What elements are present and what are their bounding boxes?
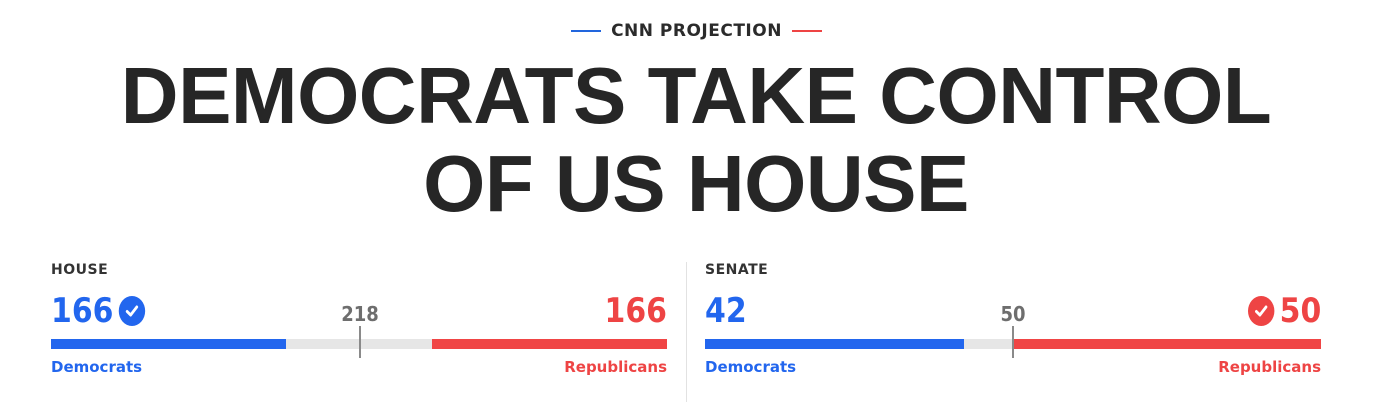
senate-dem-count-value: 42 <box>705 291 747 331</box>
house-majority-threshold: 218 <box>340 302 379 326</box>
house-majority-marker <box>358 326 361 358</box>
house-dem-bar-segment <box>51 339 287 349</box>
house-rep-count: 166 <box>605 292 667 330</box>
house-rep-party-label: Republicans <box>564 358 667 376</box>
house-rep-count-value: 166 <box>604 291 667 331</box>
senate-rep-party-label: Republicans <box>1218 358 1321 376</box>
house-rep-bar-segment <box>431 339 667 349</box>
house-dem-count-value: 166 <box>51 291 114 331</box>
house-results-panel: HOUSE 166 218 166 Democrats Republicans <box>51 262 667 382</box>
senate-dem-party-label: Democrats <box>705 358 797 376</box>
senate-rep-bar-segment <box>1013 339 1321 349</box>
projection-kicker: CNN PROJECTION <box>0 20 1393 42</box>
kicker-rule-right <box>791 30 822 32</box>
senate-majority-threshold: 50 <box>1000 302 1026 326</box>
panel-divider <box>686 262 687 402</box>
kicker-rule-left <box>571 30 602 32</box>
senate-dem-count: 42 <box>705 292 747 330</box>
house-label: HOUSE <box>51 262 109 278</box>
checkmark-icon <box>118 296 146 326</box>
senate-rep-count: 50 <box>1247 291 1321 331</box>
headline-line-2: OF US HOUSE <box>423 139 969 228</box>
senate-results-panel: SENATE 42 50 50 Democrats Republicans <box>705 262 1321 382</box>
kicker-label: CNN PROJECTION <box>611 21 782 41</box>
senate-dem-bar-segment <box>705 339 964 349</box>
house-dem-count: 166 <box>51 291 146 331</box>
headline-line-1: DEMOCRATS TAKE CONTROL <box>120 51 1272 140</box>
senate-rep-count-value: 50 <box>1279 291 1321 331</box>
senate-majority-marker <box>1012 326 1014 358</box>
headline: DEMOCRATS TAKE CONTROL OF US HOUSE <box>46 52 1346 228</box>
checkmark-icon <box>1247 296 1275 326</box>
senate-label: SENATE <box>705 262 769 278</box>
house-dem-party-label: Democrats <box>51 358 143 376</box>
